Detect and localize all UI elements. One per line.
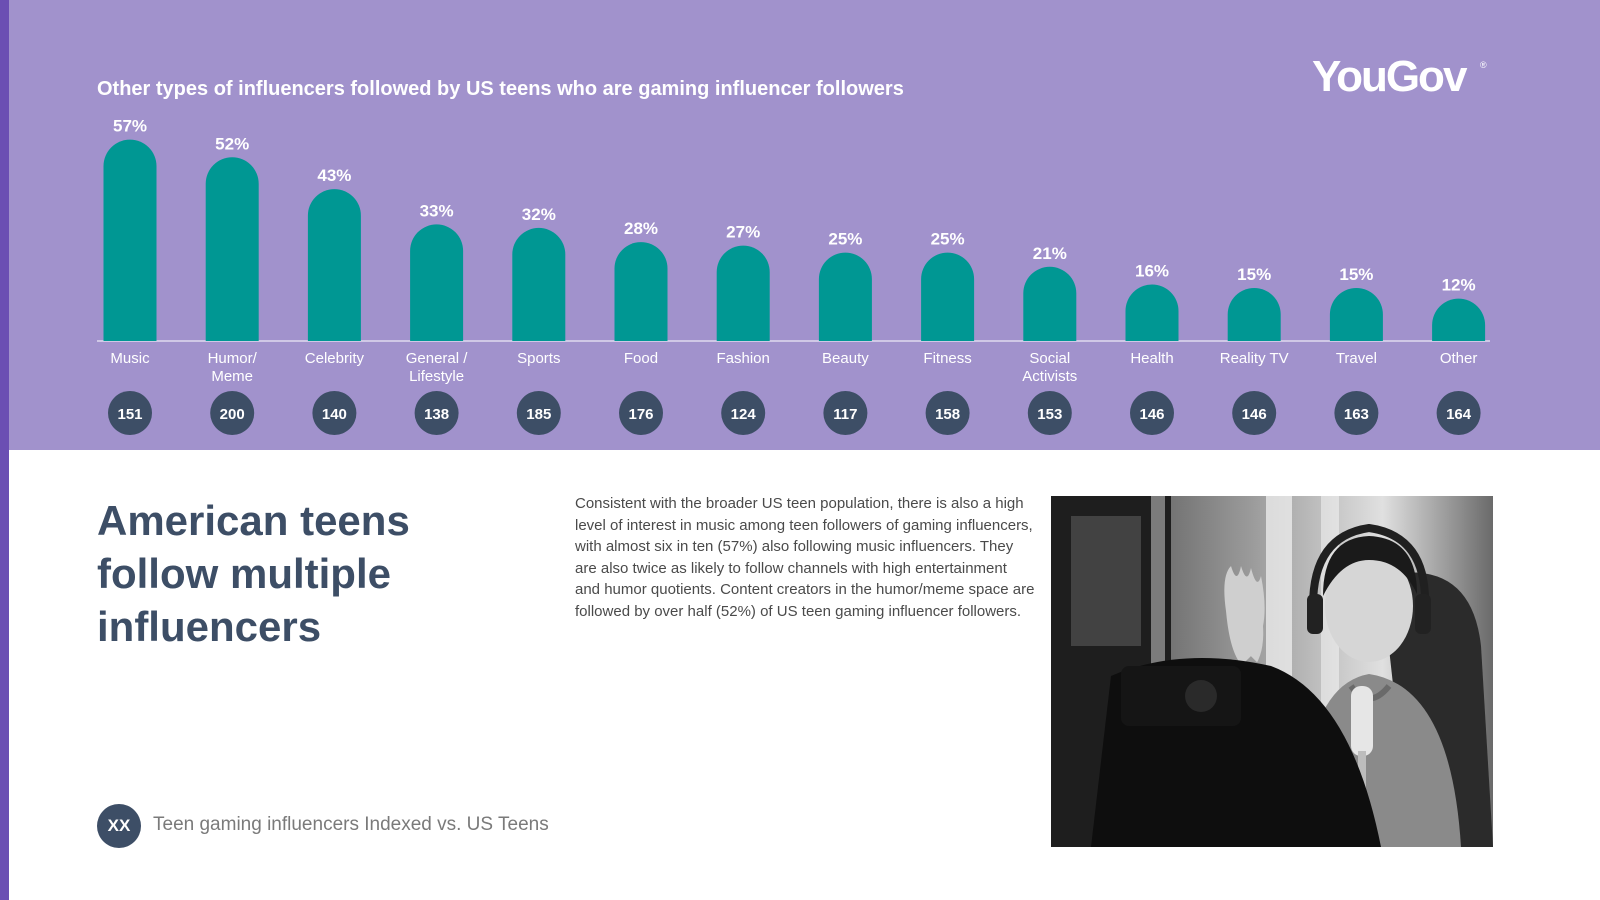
bar	[1023, 266, 1077, 341]
category-label: Fashion	[717, 350, 770, 367]
bar-value-label: 28%	[624, 219, 658, 238]
bar-value-label: 15%	[1339, 265, 1373, 284]
bar-chart: 57% Music 151 52% Humor/Meme 200 43% Celebrity 1…	[97, 117, 1490, 435]
bar	[410, 224, 464, 341]
category-label: Social Activists	[1022, 350, 1077, 385]
category-label: Reality TV	[1220, 350, 1289, 367]
index-circle	[312, 391, 357, 435]
bar-value-label: 57%	[113, 117, 147, 136]
index-value: 140	[322, 406, 347, 423]
index-circle	[108, 391, 152, 435]
body-paragraph: Consistent with the broader US teen popu…	[575, 495, 1035, 620]
bar	[614, 242, 668, 341]
index-value: 146	[1242, 406, 1267, 423]
index-circle	[210, 391, 255, 435]
bar-value-label: 25%	[931, 230, 965, 249]
bar	[307, 189, 361, 341]
category-label: Other	[1440, 350, 1478, 367]
index-value: 124	[731, 406, 757, 423]
bar	[921, 252, 975, 341]
gamer-photo-illustration	[1051, 496, 1493, 847]
index-circle	[516, 391, 561, 435]
category-label: General / Lifestyle	[406, 350, 469, 385]
category-label: Humor/Meme	[208, 350, 258, 385]
index-circle	[925, 391, 970, 435]
category-label: Beauty	[822, 350, 869, 367]
bar-value-label: 12%	[1442, 276, 1476, 295]
bar-value-label: 32%	[522, 205, 556, 224]
category-label: Health	[1130, 350, 1173, 367]
index-circle	[1334, 391, 1379, 435]
index-circle	[619, 391, 663, 435]
bar-value-label: 16%	[1135, 261, 1169, 280]
bar-value-label: 43%	[317, 166, 351, 185]
page-heading: American teens follow multiple influence…	[97, 497, 410, 650]
bar	[1125, 284, 1179, 341]
index-circle	[1130, 391, 1174, 435]
index-circle	[721, 391, 766, 435]
index-value: 163	[1344, 406, 1369, 423]
bar	[1329, 288, 1383, 341]
bar-value-label: 15%	[1237, 265, 1271, 284]
category-label: Sports	[517, 350, 560, 367]
category-label: Food	[624, 350, 658, 367]
index-value: 176	[628, 406, 653, 423]
category-label: Fitness	[923, 350, 971, 367]
index-value: 164	[1446, 406, 1472, 423]
bar-value-label: 52%	[215, 134, 249, 153]
bar	[205, 157, 259, 341]
index-value: 158	[935, 406, 960, 423]
bar-value-label: 27%	[726, 223, 760, 242]
index-value: 200	[220, 406, 245, 423]
index-circle	[414, 391, 459, 435]
bar	[716, 245, 770, 341]
yougov-logo: YouGov	[1312, 52, 1467, 101]
index-value: 117	[833, 406, 857, 423]
index-value: 151	[117, 406, 142, 423]
gamer-photo	[1051, 496, 1493, 847]
index-circle	[823, 391, 868, 435]
index-circle	[1232, 391, 1277, 435]
bar-value-label: 33%	[420, 201, 454, 220]
legend-index-circle: XX	[97, 804, 141, 848]
bar-value-label: 25%	[828, 230, 862, 249]
chart-title: Other types of influencers followed by U…	[97, 78, 904, 100]
bar	[1432, 298, 1486, 341]
bar-value-label: 21%	[1033, 244, 1067, 263]
bar	[1227, 288, 1281, 341]
accent-stripe	[0, 0, 9, 900]
index-value: 138	[424, 406, 449, 423]
bar	[512, 227, 566, 341]
category-label: Music	[110, 350, 150, 367]
registered-mark: ®	[1480, 60, 1487, 70]
category-label: Travel	[1336, 350, 1377, 367]
legend-text: Teen gaming influencers Indexed vs. US T…	[153, 814, 549, 835]
index-value: 146	[1139, 406, 1164, 423]
index-value: 185	[526, 406, 551, 423]
index-circle	[1436, 391, 1481, 435]
chart-panel	[9, 0, 1600, 450]
bar	[818, 252, 872, 341]
category-label: Celebrity	[305, 350, 365, 367]
index-value: 153	[1037, 406, 1062, 423]
bar	[103, 139, 157, 341]
index-circle	[1027, 391, 1072, 435]
